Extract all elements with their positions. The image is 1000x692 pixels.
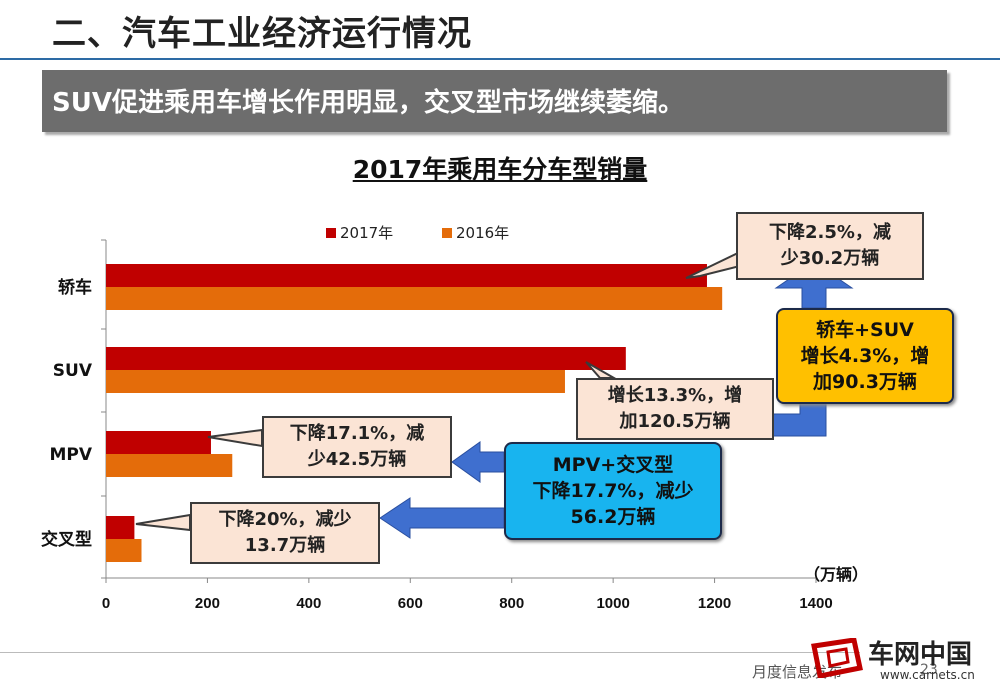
logo-text: 车网中国 bbox=[868, 640, 973, 670]
legend-swatch bbox=[326, 228, 336, 238]
legend-label: 2016年 bbox=[456, 224, 509, 242]
x-tick-label: 1400 bbox=[799, 595, 832, 612]
summary-banner: SUV促进乘用车增长作用明显，交叉型市场继续萎缩。 bbox=[42, 70, 947, 132]
x-tick-label: 600 bbox=[398, 595, 423, 612]
logo-url: www.carnets.cn bbox=[880, 668, 975, 682]
x-tick-label: 400 bbox=[296, 595, 321, 612]
bar-2017 bbox=[106, 264, 707, 287]
bar-2017 bbox=[106, 347, 626, 370]
callout-suv: 增长13.3%，增 加120.5万辆 bbox=[576, 378, 774, 440]
callout-cross-tail bbox=[135, 513, 191, 532]
bar-2016 bbox=[106, 539, 142, 562]
logo-icon bbox=[811, 638, 863, 678]
footer-divider bbox=[0, 652, 860, 653]
category-label: MPV bbox=[49, 445, 92, 465]
arrow-left-icon bbox=[379, 497, 505, 539]
x-tick-label: 200 bbox=[195, 595, 220, 612]
x-tick-label: 1000 bbox=[596, 595, 629, 612]
x-tick-label: 0 bbox=[102, 595, 110, 612]
legend-label: 2017年 bbox=[340, 224, 393, 242]
callout-sedan: 下降2.5%，减 少30.2万辆 bbox=[736, 212, 924, 280]
bar-2017 bbox=[106, 431, 211, 454]
arrow-left-icon bbox=[451, 441, 505, 483]
page-number: 23 bbox=[920, 662, 938, 678]
box-mpv-cross: MPV+交叉型 下降17.7%，减少 56.2万辆 bbox=[504, 442, 722, 540]
bar-2016 bbox=[106, 454, 233, 477]
box-sedan-suv: 轿车+SUV 增长4.3%，增 加90.3万辆 bbox=[776, 308, 954, 404]
title-divider bbox=[0, 58, 1000, 60]
bar-2016 bbox=[106, 287, 723, 310]
x-unit-label: （万辆） bbox=[804, 565, 868, 584]
legend-swatch bbox=[442, 228, 452, 238]
x-tick-label: 1200 bbox=[698, 595, 731, 612]
arrow-connector-icon bbox=[769, 399, 827, 437]
category-label: 轿车 bbox=[58, 277, 92, 298]
banner-text: SUV促进乘用车增长作用明显，交叉型市场继续萎缩。 bbox=[52, 88, 684, 118]
category-label: 交叉型 bbox=[41, 529, 92, 550]
callout-mpv: 下降17.1%，减 少42.5万辆 bbox=[262, 416, 452, 478]
callout-mpv-tail bbox=[207, 428, 263, 448]
category-label: SUV bbox=[53, 361, 93, 381]
bar-2017 bbox=[106, 516, 135, 539]
bar-2016 bbox=[106, 370, 565, 393]
x-tick-label: 800 bbox=[499, 595, 524, 612]
chart-title: 2017年乘用车分车型销量 bbox=[352, 155, 648, 184]
slide-title: 二、汽车工业经济运行情况 bbox=[52, 14, 472, 54]
callout-cross: 下降20%，减少 13.7万辆 bbox=[190, 502, 380, 564]
